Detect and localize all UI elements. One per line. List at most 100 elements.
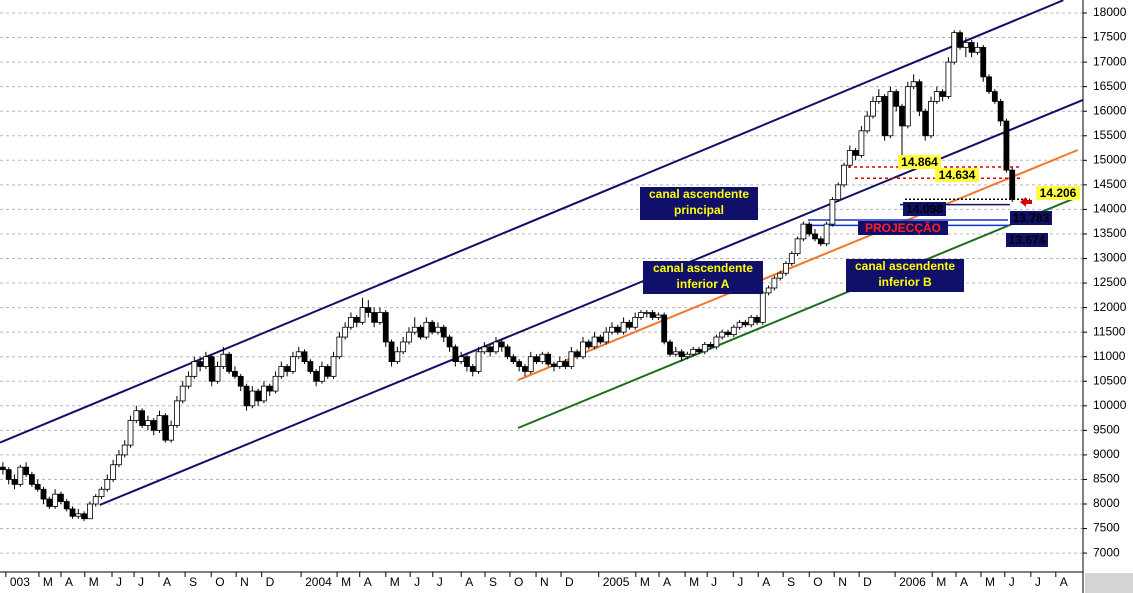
candle-body: [672, 351, 679, 355]
x-tick-label: J: [414, 575, 420, 589]
candle-body: [110, 464, 117, 480]
candle-body: [307, 361, 314, 372]
y-tick-label: 13000: [1093, 251, 1127, 265]
candle-body: [562, 361, 569, 367]
y-tick-label: 12500: [1093, 275, 1127, 289]
candle-body: [585, 341, 592, 348]
candle-body: [493, 341, 499, 353]
candle-body: [614, 326, 621, 333]
candle-body: [185, 375, 192, 387]
annotation-text: principal: [674, 203, 724, 217]
level-label: 13.674: [1009, 233, 1046, 247]
candle-body: [458, 356, 465, 363]
candle-body: [162, 415, 169, 441]
x-tick-label: A: [65, 575, 73, 589]
candle-body: [469, 366, 476, 372]
candle-body: [11, 479, 18, 485]
candle-body: [336, 336, 343, 358]
candle-body: [707, 344, 714, 348]
candle-body: [777, 272, 784, 279]
candle-body: [237, 375, 244, 387]
candle-body: [533, 356, 540, 363]
candle-body: [846, 150, 853, 166]
x-tick-label: M: [985, 575, 995, 589]
annotation-text: canal ascendente: [855, 259, 955, 273]
candle-body: [226, 353, 233, 372]
candle-body: [203, 356, 209, 367]
x-tick-label: A: [960, 575, 968, 589]
x-tick-label: S: [787, 575, 795, 589]
y-tick-label: 16500: [1093, 79, 1127, 93]
candle-body: [730, 326, 737, 336]
candle-body: [87, 503, 93, 520]
y-tick-label: 8500: [1093, 472, 1120, 486]
candle-body: [429, 321, 436, 333]
candle-body: [139, 410, 146, 426]
candle-body: [887, 91, 894, 137]
candle-body: [713, 336, 720, 348]
candle-body: [5, 469, 12, 480]
candle-body: [510, 356, 517, 363]
annotation-box: [640, 187, 758, 220]
level-label-box: [1010, 211, 1052, 225]
candle-body: [411, 326, 418, 333]
candle-body: [736, 321, 743, 328]
candle-body: [788, 253, 795, 264]
candle-body: [504, 346, 511, 358]
x-tick-label: O: [813, 575, 822, 589]
candle-body: [945, 61, 952, 97]
candle-body: [272, 375, 279, 392]
candle-body: [939, 91, 946, 97]
x-tick-label: A: [163, 575, 171, 589]
x-tick-label: D: [266, 575, 275, 589]
candle-body: [991, 91, 998, 102]
candle-body: [574, 351, 581, 358]
candle-body: [754, 317, 760, 323]
annotation-box: [846, 259, 964, 292]
x-tick-label: S: [489, 575, 497, 589]
y-tick-label: 11000: [1093, 349, 1126, 363]
candle-body: [464, 356, 470, 367]
candle-body: [986, 76, 992, 92]
candle-body: [29, 474, 35, 485]
candle-body: [487, 346, 494, 353]
candle-body: [962, 42, 969, 48]
level-label-box: [1006, 233, 1048, 247]
candle-body: [249, 390, 256, 407]
candle-body: [812, 233, 818, 240]
y-tick-label: 7000: [1093, 545, 1120, 559]
candle-body: [765, 287, 772, 294]
candle-body: [406, 331, 412, 343]
candle-body: [498, 341, 505, 348]
y-tick-label: 9000: [1093, 447, 1120, 461]
x-tick-label: 2004: [305, 575, 332, 589]
candle-body: [997, 100, 1004, 122]
x-tick-label: A: [762, 575, 770, 589]
candle-body: [319, 366, 325, 382]
candle-body: [75, 513, 82, 517]
candle-body: [829, 199, 836, 225]
candle-body: [696, 348, 702, 353]
candle-body: [377, 312, 383, 323]
candle-body: [516, 361, 523, 367]
candle-body: [174, 400, 180, 426]
candle-body: [759, 292, 766, 323]
candle-body: [899, 105, 905, 127]
x-tick-label: M: [89, 575, 99, 589]
candle-body: [603, 331, 610, 343]
x-tick-label: J: [1035, 575, 1041, 589]
candle-body: [127, 420, 134, 446]
candle-body: [684, 353, 691, 358]
candle-body: [580, 341, 586, 358]
candle-body: [197, 361, 204, 367]
y-tick-label: 15500: [1093, 128, 1127, 142]
level-label-box: [935, 168, 979, 182]
y-tick-label: 7500: [1093, 521, 1120, 535]
level-label: 14.634: [939, 168, 976, 182]
x-tick-label: J: [1009, 575, 1015, 589]
candle-body: [1009, 169, 1016, 200]
candle-body: [81, 513, 88, 520]
y-tick-label: 15000: [1093, 152, 1127, 166]
candle-body: [817, 238, 824, 245]
